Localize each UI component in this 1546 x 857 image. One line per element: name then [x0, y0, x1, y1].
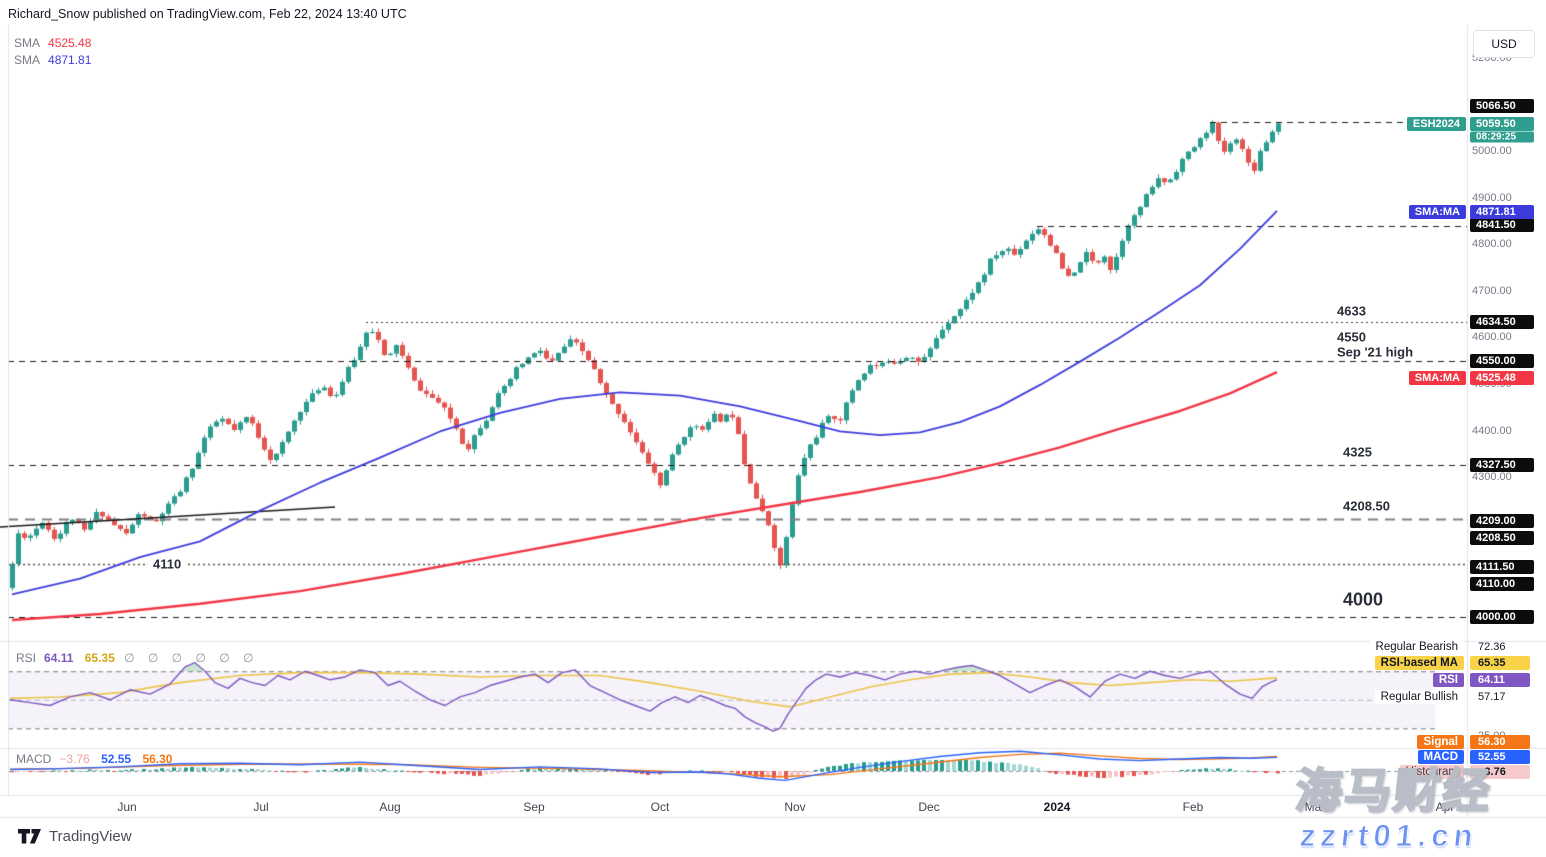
macd-legend[interactable]: MACD −3.76 52.55 56.30	[16, 752, 172, 766]
tradingview-logo-icon	[18, 829, 41, 844]
time-axis-label-jul[interactable]: Jul	[253, 800, 269, 814]
rsi-row-value: 72.36	[1478, 641, 1506, 653]
price-gridline-label: 4700.00	[1472, 285, 1512, 297]
publish-byline: Richard_Snow published on TradingView.co…	[8, 7, 407, 21]
rsi-legend-label: RSI	[16, 651, 37, 665]
watermark-site-url: zzrt01.cn	[1298, 818, 1480, 854]
macd-hist-legend-value: −3.76	[59, 752, 90, 766]
rsi-row-value: 65.35	[1470, 656, 1530, 670]
price-gridline-label: 4900.00	[1472, 192, 1512, 204]
macd-line-legend-value: 52.55	[101, 752, 132, 766]
currency-usd-button[interactable]: USD	[1473, 30, 1535, 58]
sma-slow-legend[interactable]: SMA 4871.81	[14, 53, 91, 67]
macd-signal-legend-value: 56.30	[142, 752, 173, 766]
symbol-price-badge: 5059.50	[1470, 117, 1534, 131]
sma-tag-badge: SMA:MA	[1408, 205, 1466, 219]
symbol-badge: ESH2024	[1406, 117, 1466, 131]
price-level-badge: 4327.50	[1470, 458, 1534, 472]
time-axis-label-aug[interactable]: Aug	[379, 800, 401, 814]
price-level-badge: 4841.50	[1470, 218, 1534, 232]
sma-slow-label: SMA	[14, 53, 41, 67]
sma-tag-badge: SMA:MA	[1408, 371, 1466, 385]
price-gridline-label: 4800.00	[1472, 238, 1512, 250]
level-text-Sep21high: Sep '21 high	[1337, 344, 1414, 360]
price-gridline-label: 4300.00	[1472, 471, 1512, 483]
price-level-badge: 4208.50	[1470, 531, 1534, 545]
macd-row-value: −3.76	[1470, 765, 1530, 779]
rsi-divergence-placeholders: ∅ ∅ ∅ ∅ ∅ ∅	[124, 651, 259, 665]
macd-legend-label: MACD	[16, 752, 52, 766]
rsi-row-label: Regular Bearish	[1369, 640, 1464, 654]
level-text-4110: 4110	[148, 556, 187, 572]
macd-row-label: Signal	[1417, 735, 1464, 749]
time-axis-label-feb[interactable]: Feb	[1182, 800, 1204, 814]
rsi-row-value: 64.11	[1470, 673, 1530, 687]
sma-fast-legend[interactable]: SMA 4525.48	[14, 36, 91, 50]
rsi-legend[interactable]: RSI 64.11 65.35 ∅ ∅ ∅ ∅ ∅ ∅	[16, 651, 259, 665]
macd-row-value: 52.55	[1470, 750, 1530, 764]
price-level-badge: 4209.00	[1470, 514, 1534, 528]
price-level-badge: 4111.50	[1470, 560, 1534, 574]
level-text-4633: 4633	[1337, 303, 1366, 319]
level-text-4000: 4000	[1343, 589, 1384, 610]
sma-slow-value: 4871.81	[48, 53, 92, 67]
watermark-site-name: 海马财经	[1292, 763, 1496, 818]
time-axis-label-2024[interactable]: 2024	[1043, 800, 1071, 814]
currency-usd-label: USD	[1491, 37, 1517, 51]
time-axis-label-jun[interactable]: Jun	[117, 800, 137, 814]
level-text-4325: 4325	[1343, 444, 1372, 460]
price-gridline-label: 4600.00	[1472, 331, 1512, 343]
time-axis-label-apr[interactable]: Apr	[1435, 800, 1455, 814]
rsi-legend-value: 64.11	[44, 651, 74, 665]
level-text-420850: 4208.50	[1343, 498, 1390, 514]
macd-row-label: MACD	[1417, 750, 1464, 764]
sma-fast-label: SMA	[14, 36, 41, 50]
rsi-row-label: RSI-based MA	[1374, 656, 1464, 670]
rsi-ma-legend-value: 65.35	[84, 651, 115, 665]
time-axis-label-mar[interactable]: Mar	[1304, 800, 1326, 814]
price-level-badge: 4634.50	[1470, 315, 1534, 329]
tradingview-logo-text: TradingView	[49, 828, 132, 845]
price-level-badge: 4110.00	[1470, 577, 1534, 591]
sma-value-badge: 4525.48	[1470, 371, 1534, 385]
price-level-badge: 4000.00	[1470, 610, 1534, 624]
rsi-row-value: 57.17	[1478, 691, 1506, 703]
rsi-row-label: RSI	[1432, 673, 1464, 687]
tradingview-logo[interactable]: TradingView	[18, 828, 132, 845]
price-level-badge: 4550.00	[1470, 354, 1534, 368]
sma-value-badge: 4871.81	[1470, 205, 1534, 219]
time-axis-label-oct[interactable]: Oct	[650, 800, 670, 814]
sma-fast-value: 4525.48	[48, 36, 92, 50]
price-gridline-label: 4400.00	[1472, 425, 1512, 437]
time-axis-label-nov[interactable]: Nov	[784, 800, 806, 814]
price-level-badge: 5066.50	[1470, 99, 1534, 113]
macd-row-value: 56.30	[1470, 735, 1530, 749]
price-gridline-label: 5000.00	[1472, 145, 1512, 157]
time-axis-label-dec[interactable]: Dec	[918, 800, 940, 814]
level-text-4550: 4550	[1337, 329, 1366, 345]
bar-countdown-badge: 08:29:25	[1470, 131, 1534, 143]
rsi-row-label: Regular Bullish	[1374, 690, 1464, 704]
time-axis-label-sep[interactable]: Sep	[523, 800, 545, 814]
macd-row-label: Histogram	[1399, 765, 1464, 779]
